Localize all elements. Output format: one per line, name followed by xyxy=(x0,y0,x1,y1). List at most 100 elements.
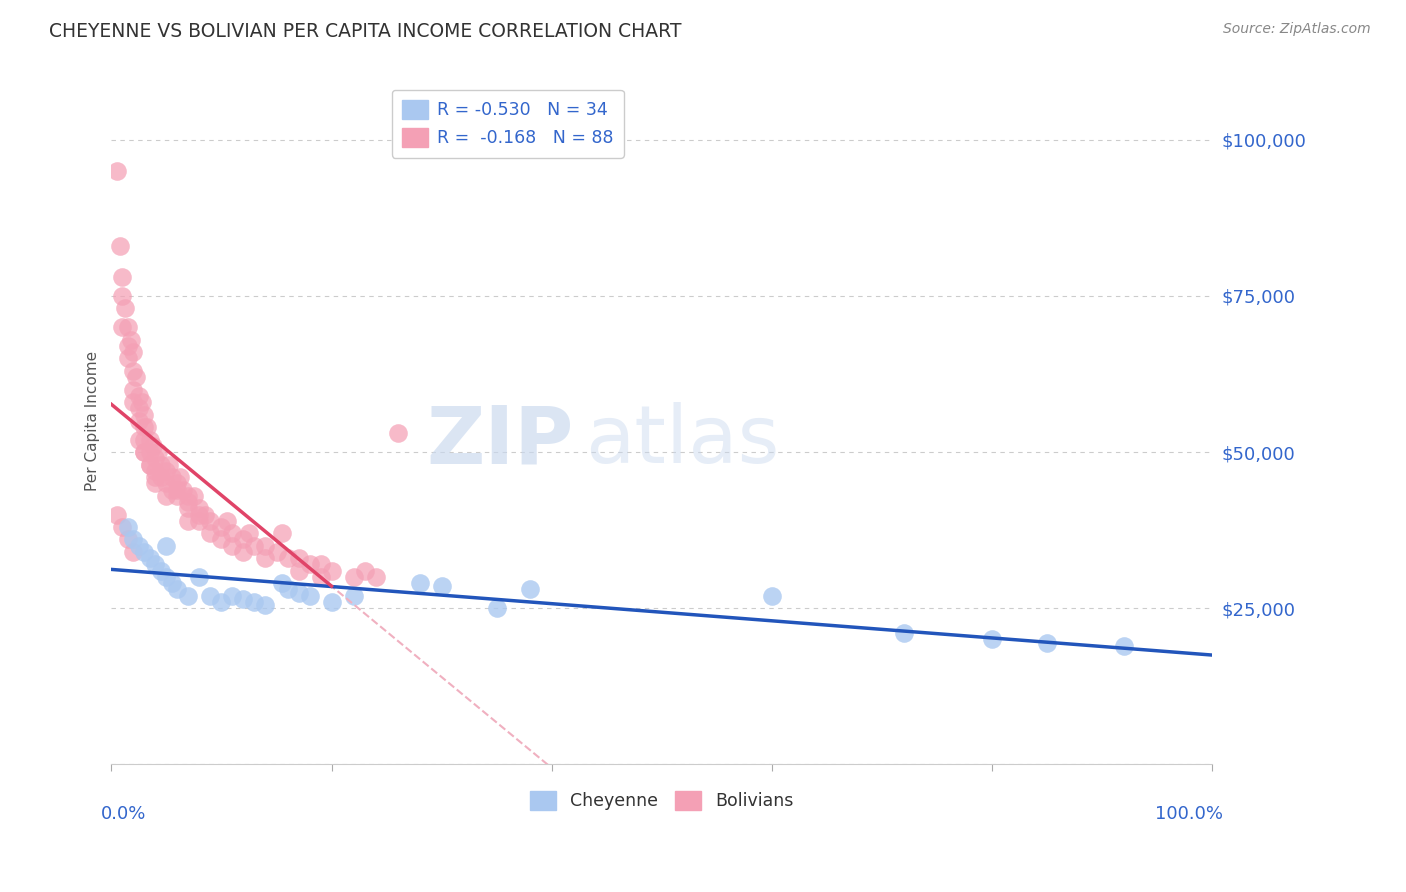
Point xyxy=(110,239,132,253)
Point xyxy=(200,589,222,603)
Point xyxy=(117,320,139,334)
Point xyxy=(155,570,177,584)
Point xyxy=(155,539,177,553)
Point xyxy=(485,601,508,615)
Point xyxy=(135,420,157,434)
Point xyxy=(232,545,254,559)
Point xyxy=(298,589,321,603)
Point xyxy=(177,495,200,509)
Point xyxy=(287,564,309,578)
Point xyxy=(353,564,375,578)
Point xyxy=(111,320,134,334)
Point xyxy=(122,545,145,559)
Point xyxy=(128,401,150,416)
Point xyxy=(139,445,162,459)
Point xyxy=(128,539,150,553)
Point xyxy=(287,585,309,599)
Point xyxy=(254,551,277,566)
Text: CHEYENNE VS BOLIVIAN PER CAPITA INCOME CORRELATION CHART: CHEYENNE VS BOLIVIAN PER CAPITA INCOME C… xyxy=(49,22,682,41)
Point xyxy=(155,464,177,478)
Point xyxy=(177,514,200,528)
Point xyxy=(387,426,409,441)
Text: 0.0%: 0.0% xyxy=(100,805,146,823)
Point xyxy=(177,501,200,516)
Point xyxy=(117,351,139,366)
Point xyxy=(221,539,243,553)
Point xyxy=(188,501,211,516)
Point xyxy=(124,370,146,384)
Point xyxy=(430,579,453,593)
Point xyxy=(321,564,343,578)
Point xyxy=(105,508,128,522)
Point xyxy=(211,595,233,609)
Point xyxy=(122,383,145,397)
Point xyxy=(238,526,260,541)
Point xyxy=(134,420,156,434)
Point xyxy=(122,395,145,409)
Point xyxy=(139,458,162,472)
Point xyxy=(134,445,156,459)
Point xyxy=(519,582,541,597)
Point xyxy=(271,526,294,541)
Point xyxy=(221,526,243,541)
Point xyxy=(139,433,162,447)
Point xyxy=(243,595,266,609)
Point xyxy=(254,598,277,612)
Point xyxy=(117,339,139,353)
Point xyxy=(117,520,139,534)
Point xyxy=(117,533,139,547)
Point xyxy=(131,395,153,409)
Point xyxy=(364,570,387,584)
Point xyxy=(408,576,430,591)
Point xyxy=(761,589,783,603)
Text: Source: ZipAtlas.com: Source: ZipAtlas.com xyxy=(1223,22,1371,37)
Point xyxy=(266,545,288,559)
Point xyxy=(321,595,343,609)
Point xyxy=(142,439,165,453)
Point xyxy=(177,489,200,503)
Point xyxy=(276,551,298,566)
Point xyxy=(980,632,1002,647)
Point xyxy=(169,470,191,484)
Point xyxy=(122,345,145,359)
Point xyxy=(145,451,167,466)
Point xyxy=(122,364,145,378)
Point xyxy=(120,333,142,347)
Point xyxy=(271,576,294,591)
Point xyxy=(276,582,298,597)
Y-axis label: Per Capita Income: Per Capita Income xyxy=(86,351,100,491)
Point xyxy=(157,458,180,472)
Point xyxy=(134,433,156,447)
Point xyxy=(149,470,172,484)
Point xyxy=(111,520,134,534)
Point xyxy=(145,558,167,572)
Point xyxy=(893,626,915,640)
Point xyxy=(172,483,194,497)
Point xyxy=(1036,635,1059,649)
Point xyxy=(298,558,321,572)
Point xyxy=(145,476,167,491)
Point xyxy=(166,483,188,497)
Point xyxy=(166,582,188,597)
Point xyxy=(149,458,172,472)
Point xyxy=(139,551,162,566)
Point xyxy=(200,526,222,541)
Point xyxy=(211,533,233,547)
Point xyxy=(114,301,136,316)
Point xyxy=(146,445,169,459)
Point xyxy=(232,591,254,606)
Point xyxy=(145,470,167,484)
Point xyxy=(188,514,211,528)
Point xyxy=(111,289,134,303)
Text: ZIP: ZIP xyxy=(426,402,574,481)
Point xyxy=(134,545,156,559)
Point xyxy=(287,551,309,566)
Point xyxy=(160,576,183,591)
Point xyxy=(177,589,200,603)
Point xyxy=(221,589,243,603)
Point xyxy=(342,570,364,584)
Point xyxy=(232,533,254,547)
Point xyxy=(211,520,233,534)
Point xyxy=(309,558,332,572)
Point xyxy=(134,445,156,459)
